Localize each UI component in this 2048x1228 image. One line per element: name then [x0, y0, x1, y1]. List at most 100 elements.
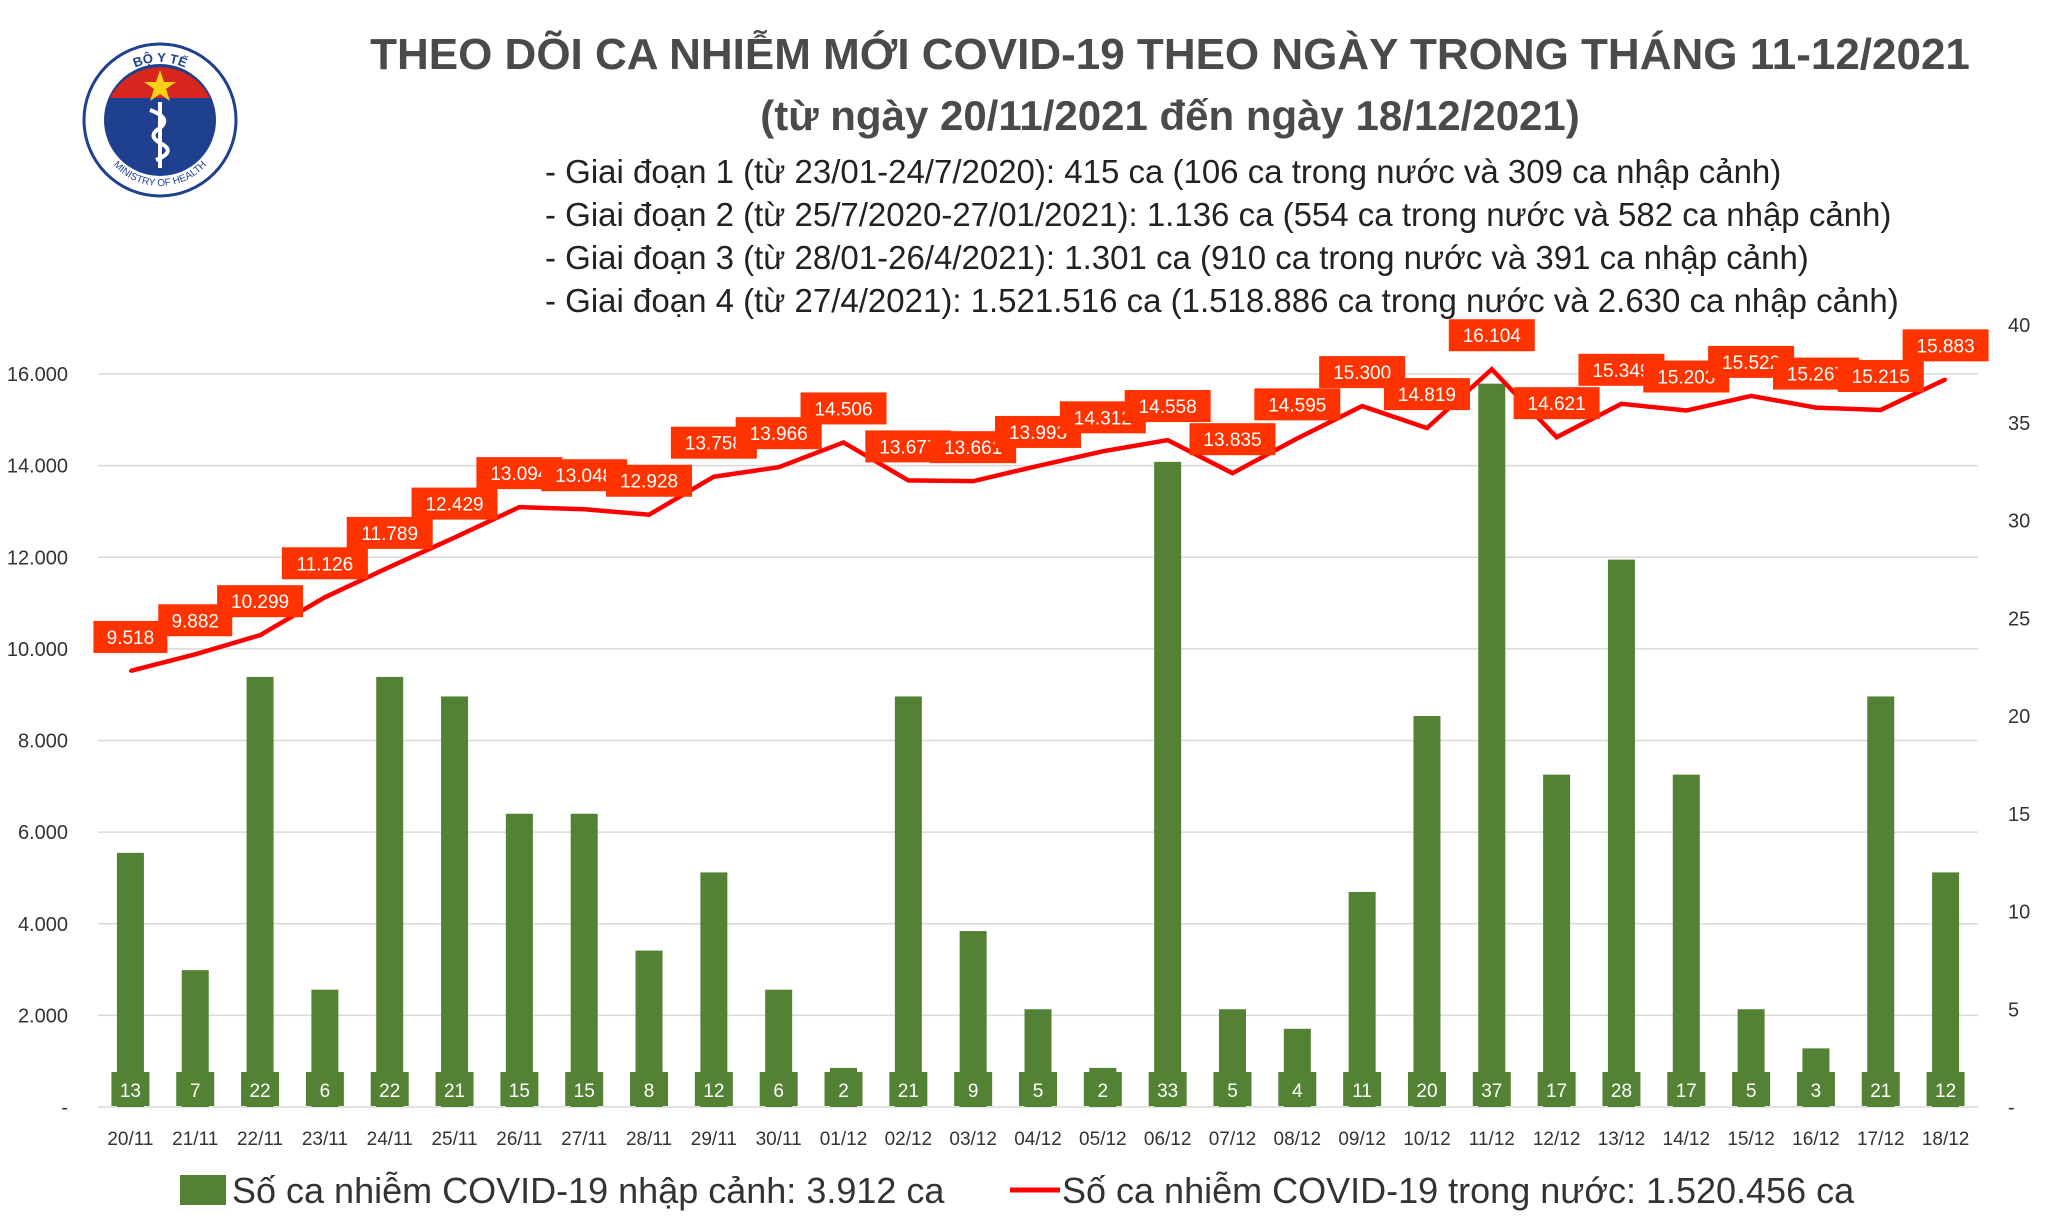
line-point	[1814, 406, 1818, 410]
line-label-box	[1254, 388, 1341, 421]
line-value-label: 13.758	[685, 434, 743, 455]
logo: BỘ Y TẾ MINISTRY OF HEALTH	[80, 40, 240, 200]
x-tick-label: 18/12	[1922, 1129, 1970, 1150]
bar-value-label: 17	[1546, 1081, 1567, 1102]
y-right-tick-label: 25	[2008, 608, 2030, 630]
line-value-label: 15.203	[1657, 368, 1715, 389]
ministry-of-health-logo: BỘ Y TẾ MINISTRY OF HEALTH	[82, 42, 238, 198]
x-tick-label: 05/12	[1079, 1129, 1127, 1150]
line-label-box	[1124, 390, 1211, 423]
line-point	[777, 465, 781, 469]
bar-label-box	[1732, 1072, 1771, 1106]
line-label-box	[800, 392, 887, 425]
y-left-tick-label: 4.000	[18, 914, 68, 936]
line-value-label: 13.661	[944, 438, 1002, 459]
y-right-tick-label: 20	[2008, 706, 2030, 728]
line-point	[1749, 394, 1753, 398]
x-tick-label: 08/12	[1274, 1129, 1322, 1150]
line-value-label: 12.429	[425, 495, 483, 516]
bar-value-label: 5	[1746, 1081, 1757, 1102]
y-right-tick-label: 40	[2008, 315, 2030, 337]
bar	[1607, 559, 1635, 1107]
line-point	[388, 565, 392, 569]
x-tick-label: 03/12	[949, 1129, 997, 1150]
line-point	[517, 505, 521, 509]
bar-value-label: 5	[1033, 1081, 1044, 1102]
bar-label-box	[305, 1072, 344, 1106]
line-point	[971, 479, 975, 483]
bar-label-box	[1343, 1072, 1382, 1106]
line-value-label: 14.506	[814, 399, 872, 420]
bar-label-box	[1602, 1072, 1641, 1106]
line-point	[1425, 426, 1429, 430]
bar	[1348, 891, 1376, 1107]
bar-label-box	[1667, 1072, 1706, 1106]
x-tick-label: 17/12	[1857, 1129, 1905, 1150]
bar-value-label: 7	[190, 1081, 201, 1102]
y-left-tick-label: 14.000	[7, 456, 68, 478]
bar-label-box	[1861, 1072, 1900, 1106]
bar-value-label: 37	[1481, 1081, 1502, 1102]
line-label-box	[1902, 329, 1989, 362]
line-point	[1166, 438, 1170, 442]
bar	[1543, 774, 1571, 1107]
y-right-tick-label: -	[2008, 1097, 2015, 1119]
line-value-label: 14.312	[1074, 408, 1132, 429]
bar-label-box	[500, 1072, 539, 1106]
line-point	[842, 440, 846, 444]
x-tick-label: 14/12	[1663, 1129, 1711, 1150]
x-tick-label: 21/11	[172, 1129, 218, 1150]
line-value-label: 13.966	[750, 424, 808, 445]
bar	[570, 813, 598, 1107]
bar-value-label: 20	[1416, 1081, 1437, 1102]
line-value-label: 15.215	[1852, 367, 1910, 388]
caduceus-icon	[149, 102, 170, 168]
x-tick-label: 15/12	[1727, 1129, 1775, 1150]
bar-label-box	[370, 1072, 409, 1106]
bar	[1154, 461, 1182, 1108]
bar	[1672, 774, 1700, 1107]
y-left-tick-label: 10.000	[7, 639, 68, 661]
line-value-label: 15.300	[1333, 363, 1391, 384]
line-point	[1619, 402, 1623, 406]
bar	[700, 872, 728, 1107]
bar-value-label: 15	[574, 1081, 595, 1102]
bar-value-label: 12	[703, 1081, 724, 1102]
bar	[1413, 716, 1441, 1107]
x-tick-label: 26/11	[496, 1129, 542, 1150]
x-tick-label: 27/11	[561, 1129, 607, 1150]
bar-value-label: 9	[968, 1081, 979, 1102]
y-right-tick-label: 15	[2008, 804, 2030, 826]
bar	[1478, 383, 1506, 1107]
line-value-label: 15.349	[1592, 361, 1650, 382]
stage-list: - Giai đoạn 1 (từ 23/01-24/7/2020): 415 …	[545, 150, 1899, 322]
bar-value-label: 33	[1157, 1081, 1178, 1102]
line-point	[453, 536, 457, 540]
line-label-box	[606, 464, 693, 497]
bar-label-box	[1213, 1072, 1252, 1106]
bar-label-box	[435, 1072, 474, 1106]
bar-value-label: 2	[1098, 1081, 1109, 1102]
legend-bar-label: Số ca nhiễm COVID-19 nhập cảnh: 3.912 ca	[232, 1170, 945, 1211]
line-point	[258, 633, 262, 637]
x-tick-label: 24/11	[367, 1129, 413, 1150]
y-left-tick-label: -	[61, 1097, 68, 1119]
line-label-box	[1189, 423, 1276, 456]
bar-value-label: 12	[1935, 1081, 1956, 1102]
bar	[1867, 696, 1895, 1107]
y-right-tick-label: 30	[2008, 511, 2030, 533]
line-point	[1101, 449, 1105, 453]
bar-label-box	[1019, 1072, 1057, 1106]
bar-value-label: 3	[1811, 1081, 1822, 1102]
line-label-box	[1448, 319, 1535, 352]
bar-label-box	[954, 1072, 993, 1106]
x-tick-label: 10/12	[1403, 1129, 1451, 1150]
line-value-label: 9.518	[107, 628, 155, 649]
y-right-tick-label: 35	[2008, 413, 2030, 435]
line-point	[193, 652, 197, 656]
legend-line-label: Số ca nhiễm COVID-19 trong nước: 1.520.4…	[1062, 1170, 1855, 1211]
bar-value-label: 11	[1352, 1081, 1372, 1102]
stage-2: - Giai đoạn 2 (từ 25/7/2020-27/01/2021):…	[545, 196, 1892, 233]
x-tick-label: 09/12	[1338, 1129, 1386, 1150]
